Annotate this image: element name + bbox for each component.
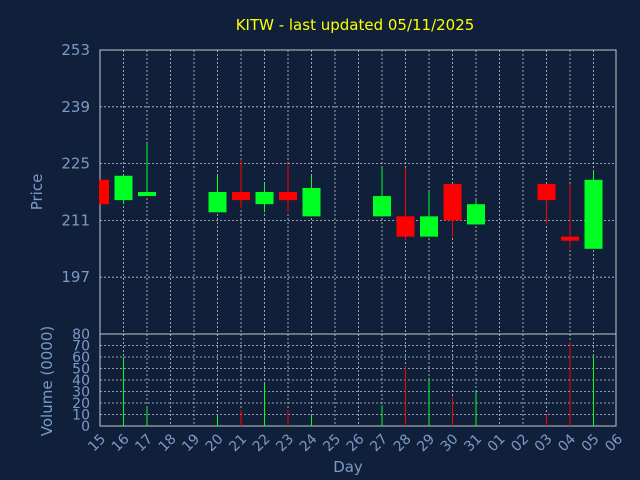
price-tick-label: 239 bbox=[61, 98, 90, 116]
volume-tick-label: 40 bbox=[72, 373, 90, 389]
candle-body bbox=[255, 192, 274, 205]
volume-tick-label: 60 bbox=[72, 350, 90, 366]
volume-tick-label: 50 bbox=[72, 362, 90, 378]
candle-body bbox=[99, 179, 109, 205]
volume-tick-label: 70 bbox=[72, 339, 90, 355]
price-tick-label: 225 bbox=[61, 155, 90, 173]
price-axis-label: Price bbox=[28, 174, 46, 211]
volume-tick-label: 0 bbox=[81, 419, 90, 435]
volume-tick-label: 20 bbox=[72, 396, 90, 412]
candle-body bbox=[420, 216, 438, 237]
candle-body bbox=[302, 187, 321, 217]
volume-tick-label: 80 bbox=[72, 327, 90, 343]
price-tick-label: 253 bbox=[61, 41, 90, 59]
candle-body bbox=[114, 175, 133, 201]
candle-body bbox=[232, 192, 250, 201]
x-axis-label: Day bbox=[333, 458, 363, 476]
candle-body bbox=[279, 192, 297, 201]
candle-body bbox=[467, 204, 485, 225]
candle-body bbox=[373, 196, 391, 217]
price-tick-label: 211 bbox=[61, 211, 90, 229]
volume-tick-label: 30 bbox=[72, 385, 90, 401]
chart-title: KITW - last updated 05/11/2025 bbox=[236, 16, 475, 34]
candle-body bbox=[208, 192, 227, 213]
candle-body bbox=[561, 236, 579, 241]
price-tick-label: 197 bbox=[61, 268, 90, 286]
candle-body bbox=[584, 179, 603, 249]
candle-body bbox=[396, 216, 415, 237]
candle-body bbox=[537, 183, 556, 201]
candle-body bbox=[443, 183, 462, 221]
candle-body bbox=[138, 192, 156, 197]
volume-tick-label: 10 bbox=[72, 408, 90, 424]
volume-axis-label: Volume (0000) bbox=[38, 326, 56, 436]
